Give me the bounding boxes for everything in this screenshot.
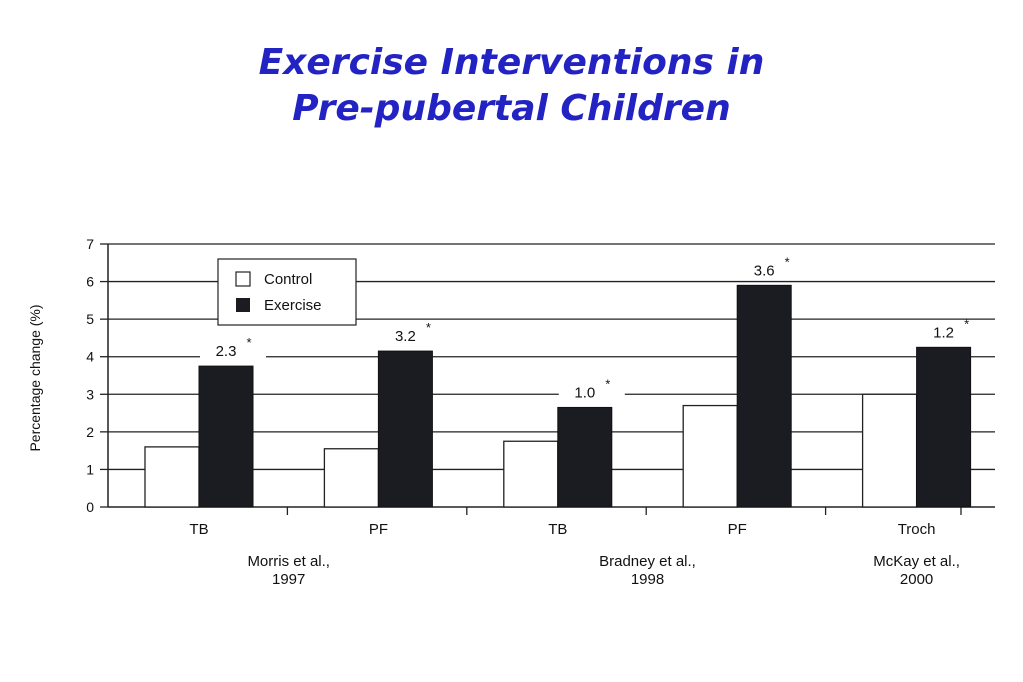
x-tick-label: Troch [898, 521, 936, 538]
data-label-background [200, 340, 266, 361]
significance-marker: * [426, 320, 431, 335]
data-label: 3.2 [395, 328, 416, 345]
y-tick-label: 0 [86, 499, 94, 515]
exercise-bar [916, 346, 972, 508]
data-label: 1.0 [574, 384, 595, 401]
y-axis-label: Percentage change (%) [27, 304, 43, 451]
legend-label-exercise: Exercise [264, 297, 322, 314]
x-tick-label: TB [189, 521, 208, 538]
y-tick-label: 7 [86, 236, 94, 252]
exercise-bar [736, 284, 792, 508]
significance-marker: * [605, 376, 610, 391]
control-bar [861, 393, 918, 508]
study-label-year: 2000 [900, 571, 933, 588]
labels: 2.3 * TB 3.2 * PF 1.0 * TB 3.6 * PF 1.2 * Troch Morris … [189, 254, 969, 588]
legend-swatch-control [235, 271, 251, 287]
legend-swatch-exercise [236, 298, 250, 312]
y-tick-label: 3 [86, 386, 94, 402]
legend-label-control: Control [264, 271, 312, 288]
legend-box [217, 258, 357, 326]
y-tick-label: 4 [86, 349, 94, 365]
data-label-background [558, 381, 625, 402]
data-label-background [917, 321, 984, 342]
page-title: Exercise Interventions in Pre-pubertal C… [0, 40, 1023, 132]
x-tick-label: PF [369, 521, 388, 538]
x-tick-label: PF [728, 521, 747, 538]
control-bar [503, 440, 559, 508]
exercise-bar [198, 365, 254, 508]
control-bar [144, 446, 200, 508]
significance-marker: * [964, 316, 969, 331]
exercise-bar [377, 350, 433, 508]
y-tick-label: 5 [86, 311, 94, 327]
study-label-authors: Morris et al., [247, 553, 330, 570]
data-label-background [379, 325, 446, 346]
legend: Control Exercise [217, 258, 357, 326]
exercise-bar [557, 406, 613, 508]
control-bar [682, 404, 738, 508]
data-label: 3.6 [754, 262, 775, 279]
control-bar [323, 448, 380, 508]
study-label-year: 1998 [631, 571, 664, 588]
y-tick-label: 2 [86, 424, 94, 440]
y-tick-label: 6 [86, 274, 94, 290]
study-label-authors: Bradney et al., [599, 553, 696, 570]
title-line-2: Pre-pubertal Children [292, 88, 731, 129]
study-label-authors: McKay et al., [873, 553, 960, 570]
bars [144, 259, 984, 508]
data-label-background [738, 259, 805, 280]
x-tick-label: TB [548, 521, 567, 538]
significance-marker: * [246, 335, 251, 350]
y-tick-label: 1 [86, 461, 94, 477]
significance-marker: * [785, 254, 790, 269]
study-label-year: 1997 [272, 571, 305, 588]
data-label: 2.3 [216, 343, 237, 360]
title-line-1: Exercise Interventions in [258, 42, 765, 83]
data-label: 1.2 [933, 324, 954, 341]
